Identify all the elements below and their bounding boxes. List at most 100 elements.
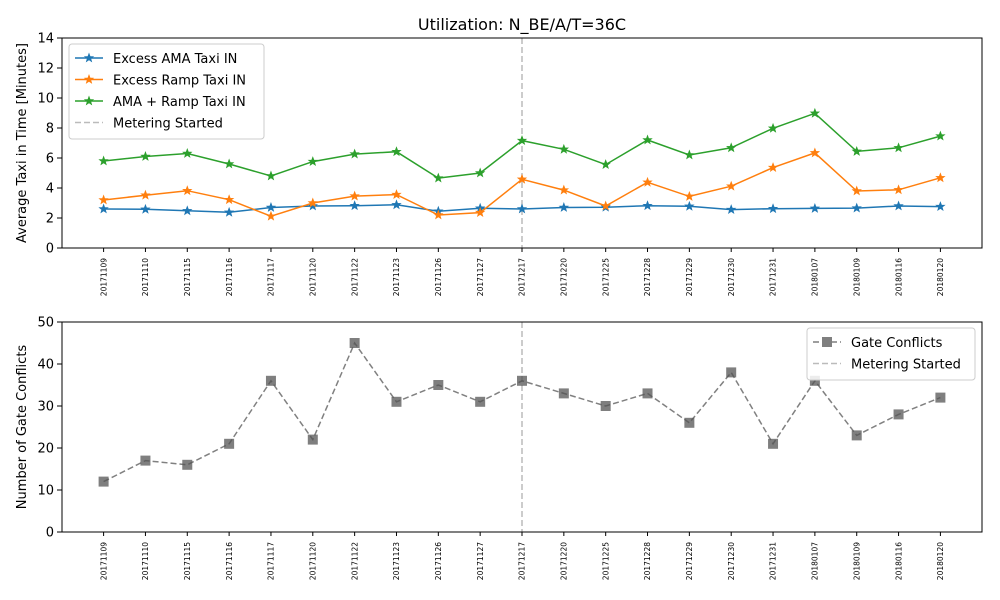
data-point-marker <box>726 180 737 191</box>
data-point-marker <box>98 194 109 205</box>
series-ama-ramp-taxi-in <box>98 107 946 183</box>
x-tick-label: 20171228 <box>643 542 652 580</box>
data-point-marker <box>893 200 904 211</box>
data-point-marker <box>223 158 235 169</box>
data-point-marker <box>83 52 95 63</box>
y-tick-label: 0 <box>46 526 54 541</box>
data-point-marker <box>684 190 695 201</box>
data-point-marker <box>600 200 611 211</box>
x-tick-label: 20171126 <box>434 258 443 296</box>
data-point-marker <box>182 148 193 158</box>
data-point-marker <box>558 202 570 212</box>
legend-frame <box>806 327 976 381</box>
data-point-marker <box>600 401 611 411</box>
data-point-marker <box>558 143 570 154</box>
x-tick-label: 20180116 <box>894 258 903 296</box>
y-tick-label: 20 <box>37 442 54 457</box>
y-tick-label: 4 <box>46 182 54 197</box>
data-point-marker <box>98 155 109 166</box>
data-point-marker <box>265 375 276 386</box>
data-point-marker <box>307 434 318 445</box>
data-point-marker <box>182 185 193 196</box>
data-point-marker <box>767 203 779 214</box>
x-tick-label: 20171120 <box>309 542 318 580</box>
x-tick-label: 20171123 <box>392 542 401 580</box>
x-tick-label: 20180109 <box>852 542 861 580</box>
series-group <box>98 107 946 221</box>
data-point-marker <box>433 380 444 390</box>
data-point-marker <box>307 197 318 208</box>
x-tick-label: 20171122 <box>350 258 359 296</box>
x-ticks: 20171109 20171110 20171115 20171116 20171117… <box>99 532 945 580</box>
data-point-marker <box>642 200 653 211</box>
series-gate-conflicts <box>98 338 946 487</box>
x-tick-label: 20171231 <box>769 542 778 580</box>
data-point-marker <box>517 375 527 386</box>
x-tick-label: 20180120 <box>936 258 945 296</box>
x-tick-label: 20171220 <box>560 258 569 296</box>
data-point-marker <box>98 203 109 214</box>
data-point-marker <box>767 122 779 133</box>
data-point-marker <box>140 455 151 466</box>
series-group <box>98 338 946 487</box>
data-point-marker <box>475 396 486 407</box>
series-markers <box>98 338 946 487</box>
x-tick-label: 20180116 <box>894 542 903 580</box>
y-tick-label: 50 <box>37 316 54 331</box>
data-point-marker <box>935 201 946 212</box>
x-tick-label: 20171217 <box>518 542 527 580</box>
series-markers <box>98 147 946 221</box>
data-point-marker <box>726 142 737 153</box>
y-tick-label: 6 <box>46 152 54 167</box>
data-point-marker <box>851 202 862 213</box>
data-point-marker <box>684 149 695 160</box>
y-tick-label: 10 <box>37 484 54 499</box>
data-point-marker <box>935 172 946 183</box>
data-point-marker <box>265 210 277 221</box>
y-tick-label: 2 <box>46 212 54 227</box>
data-point-marker <box>140 151 151 161</box>
data-point-marker <box>851 185 862 196</box>
x-tick-label: 20171225 <box>601 258 610 296</box>
data-point-marker <box>391 199 402 210</box>
data-point-marker <box>893 409 904 420</box>
data-point-marker <box>642 388 653 399</box>
data-point-marker <box>83 95 95 106</box>
legend: Gate Conflicts Metering Started <box>806 327 976 381</box>
data-point-marker <box>684 417 695 428</box>
x-ticks: 20171109 20171110 20171115 20171116 20171117… <box>99 248 945 296</box>
data-point-marker <box>809 107 821 118</box>
chart-taxi-in-time: Utilization: N_BE/A/T=36C Average Taxi i… <box>15 15 983 296</box>
y-tick-label: 30 <box>37 400 54 415</box>
x-tick-label: 20171123 <box>392 258 401 296</box>
x-tick-label: 20171225 <box>601 542 610 580</box>
legend-entry <box>75 74 103 84</box>
chart-gate-conflicts: Number of Gate Conflicts 0 10 20 30 40 50 201… <box>15 316 983 580</box>
data-point-marker <box>391 189 402 200</box>
x-tick-label: 20180109 <box>852 258 861 296</box>
y-tick-label: 10 <box>37 92 54 107</box>
x-tick-label: 20180107 <box>811 258 820 296</box>
y-ticks: 0 10 20 30 40 50 <box>37 316 62 541</box>
x-tick-label: 20180107 <box>811 542 820 580</box>
legend-label: Metering Started <box>113 117 223 132</box>
x-tick-label: 20171120 <box>309 258 318 296</box>
legend-label: Excess Ramp Taxi IN <box>113 74 246 89</box>
data-point-marker <box>642 134 653 145</box>
data-point-marker <box>726 204 737 215</box>
data-point-marker <box>935 392 946 403</box>
legend-frame <box>68 43 265 140</box>
series-markers <box>98 107 946 183</box>
x-tick-label: 20171109 <box>99 258 108 296</box>
data-point-marker <box>391 396 402 407</box>
data-point-marker <box>768 438 779 449</box>
x-tick-label: 20171122 <box>350 542 359 580</box>
x-tick-label: 20171116 <box>225 542 234 580</box>
legend: Excess AMA Taxi IN Excess Ramp Taxi IN AMA… <box>68 43 265 140</box>
data-point-marker <box>851 145 862 156</box>
series-excess-ramp-taxi-in <box>98 147 946 221</box>
data-point-marker <box>767 162 779 173</box>
data-point-marker <box>558 388 569 399</box>
data-point-marker <box>182 459 193 470</box>
